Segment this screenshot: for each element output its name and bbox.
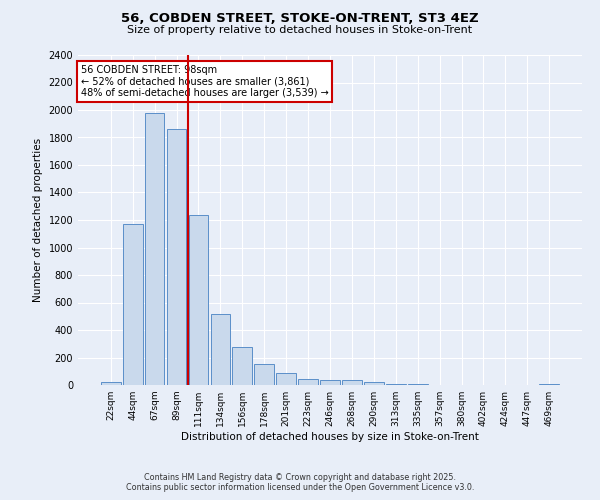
Text: Contains HM Land Registry data © Crown copyright and database right 2025.
Contai: Contains HM Land Registry data © Crown c… (126, 473, 474, 492)
Bar (167, 129, 187, 385)
Bar (145, 113, 164, 385)
X-axis label: Distribution of detached houses by size in Stoke-on-Trent: Distribution of detached houses by size … (181, 432, 479, 442)
Bar (276, 372, 296, 385)
Bar (188, 214, 208, 385)
Text: 56, COBDEN STREET, STOKE-ON-TRENT, ST3 4EZ: 56, COBDEN STREET, STOKE-ON-TRENT, ST3 4… (121, 12, 479, 26)
Text: 56 COBDEN STREET: 98sqm
← 52% of detached houses are smaller (3,861)
48% of semi: 56 COBDEN STREET: 98sqm ← 52% of detache… (80, 65, 328, 98)
Y-axis label: Number of detached properties: Number of detached properties (33, 138, 43, 302)
Text: Size of property relative to detached houses in Stoke-on-Trent: Size of property relative to detached ho… (127, 25, 473, 35)
Bar (211, 314, 230, 385)
Bar (539, 384, 559, 385)
Bar (232, 347, 252, 385)
Bar (254, 364, 274, 385)
Bar (408, 384, 428, 385)
Bar (342, 380, 362, 385)
Bar (101, 382, 121, 385)
Bar (364, 382, 384, 385)
Bar (123, 224, 143, 385)
Bar (298, 379, 318, 385)
Bar (386, 384, 406, 385)
Bar (320, 380, 340, 385)
